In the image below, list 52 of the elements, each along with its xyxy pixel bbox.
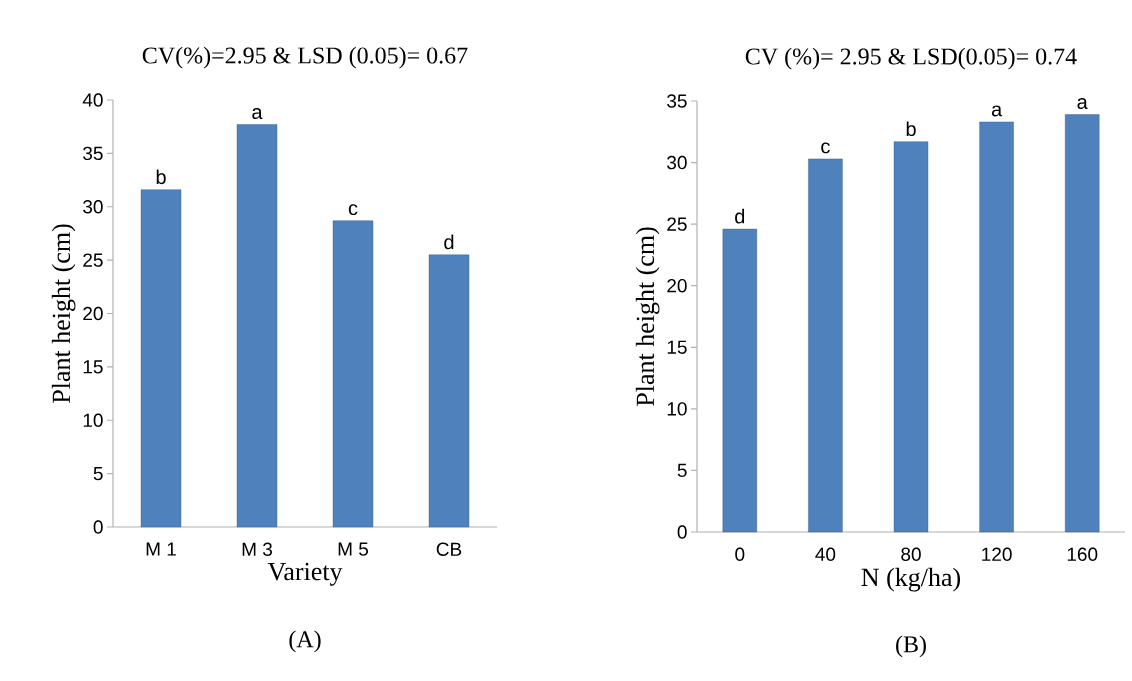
text: (A) [289,630,321,653]
data-label: a [1077,98,1088,110]
y-tick-label: 0 [677,525,687,539]
y-tick-label: 35 [83,146,103,161]
data-label: d [735,208,745,224]
text: (B) [896,635,926,658]
data-label: d [444,234,454,250]
y-axis-title: Plant height (cm) [635,227,660,407]
y-tick-label: 25 [83,253,103,267]
bar [979,121,1014,533]
y-tick-label: 0 [93,520,103,534]
x-tick-label: M 1 [146,542,176,556]
bar [893,141,929,533]
x-tick-label: 0 [735,547,745,561]
bar [1065,114,1100,533]
data-label: a [991,105,1003,117]
chart-title: CV (%)= 2.95 & LSD(0.05)= 0.74 [745,47,1077,70]
bar [332,220,374,528]
y-tick-label: 30 [667,155,687,170]
y-tick-label: 5 [93,467,103,481]
y-tick-label: 35 [667,94,687,108]
bar [722,228,758,533]
data-label: c [348,204,358,216]
chart-title: CV(%)=2.95 & LSD (0.05)= 0.67 [142,46,468,69]
data-label: b [156,169,166,185]
x-tick-label: 120 [982,547,1012,561]
data-label: b [906,121,916,137]
y-tick-label: 10 [83,413,103,427]
x-tick-label: 80 [901,547,921,561]
x-axis-title: N (kg/ha) [861,567,961,592]
y-tick-label: 5 [677,463,687,478]
y-tick-label: 40 [82,93,103,107]
x-tick-label: M 5 [338,542,369,556]
bar [140,189,182,528]
y-tick-label: 20 [667,278,687,293]
y-tick-label: 15 [83,360,103,374]
y-tick-label: 15 [667,340,687,354]
x-tick-label: 40 [815,547,836,561]
data-label: a [252,108,263,120]
data-label: c [821,142,830,154]
x-tick-label: CB [436,542,462,556]
y-axis-title: Plant height (cm) [51,224,76,404]
bar [428,254,470,528]
y-tick-label: 25 [667,217,687,231]
x-tick-label: 160 [1067,547,1098,561]
x-axis-title: Variety [267,562,343,586]
x-tick-label: M 3 [242,542,272,556]
y-tick-label: 10 [667,402,687,416]
bar [236,124,278,528]
bar [808,158,843,533]
y-tick-label: 30 [83,200,103,214]
y-tick-label: 20 [83,306,103,321]
